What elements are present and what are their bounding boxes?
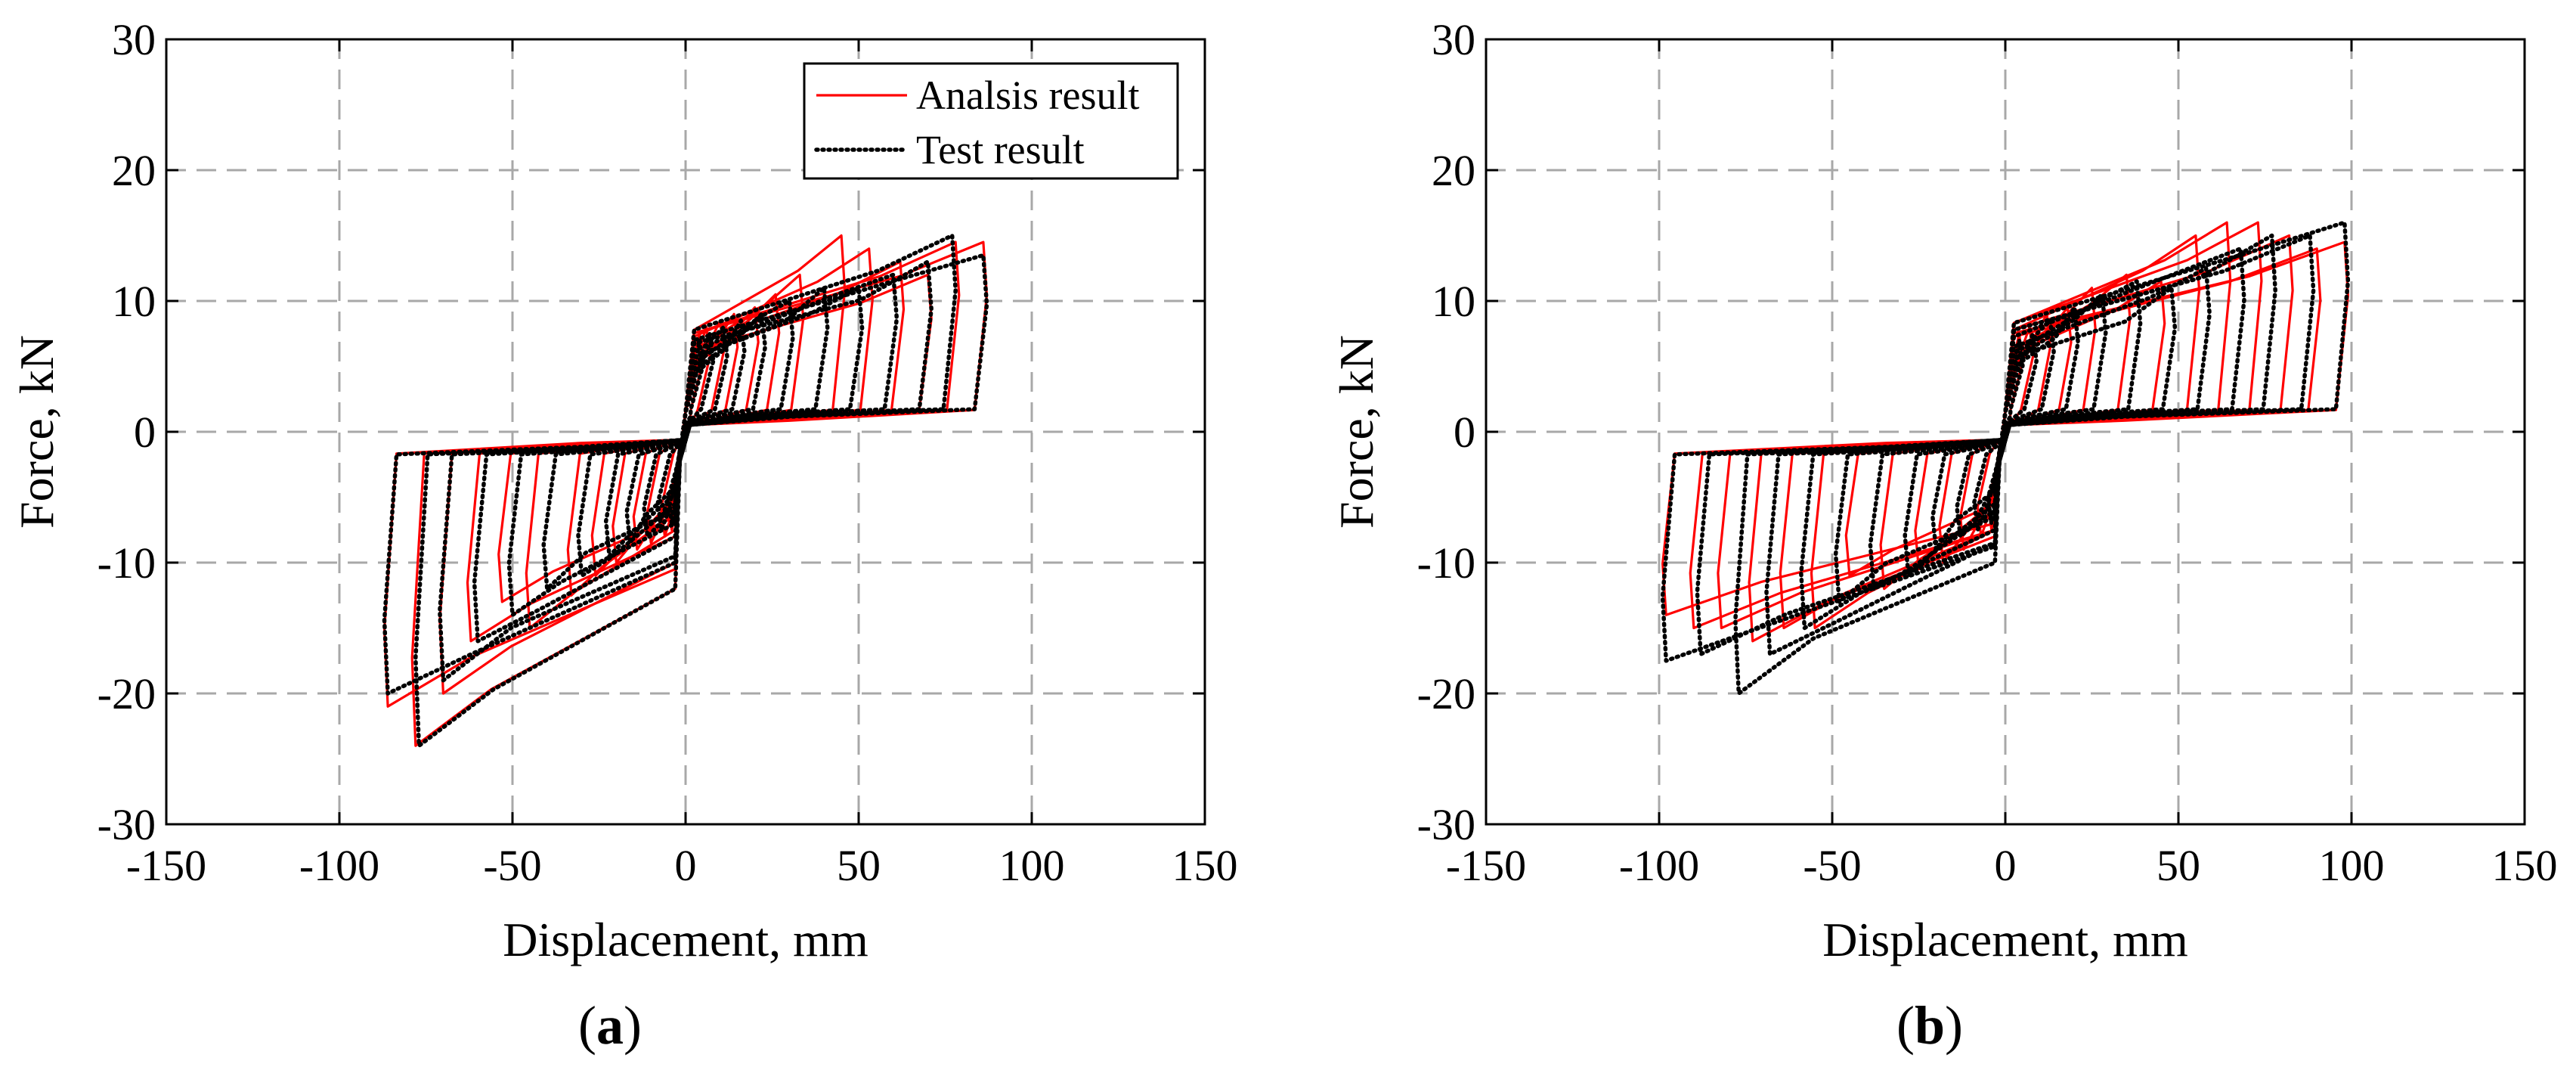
- chart-a-x-axis-title: Displacement, mm: [503, 913, 868, 966]
- x-tick-label: -100: [299, 841, 379, 890]
- y-tick-label: 20: [1432, 146, 1475, 195]
- chart-a-caption-letter: a: [596, 995, 624, 1056]
- x-tick-label: 0: [675, 841, 697, 890]
- y-tick-label: 30: [112, 15, 156, 64]
- chart-a-ticks: [165, 38, 1206, 826]
- x-tick-label: 0: [1995, 841, 2017, 890]
- legend-analysis-label: Analsis result: [916, 73, 1139, 118]
- y-tick-label: 20: [112, 146, 156, 195]
- chart-a-legend-box: [803, 62, 1179, 180]
- y-tick-label: -20: [98, 669, 156, 718]
- x-tick-label: -150: [1446, 841, 1526, 890]
- x-tick-label: 150: [2492, 841, 2558, 890]
- x-tick-label: -150: [126, 841, 206, 890]
- y-tick-label: 30: [1432, 15, 1475, 64]
- chart-b-y-axis-title: Force, kN: [1330, 335, 1383, 529]
- chart-b-caption-letter: b: [1915, 995, 1945, 1056]
- x-tick-label: 50: [2156, 841, 2200, 890]
- x-tick-label: -100: [1619, 841, 1699, 890]
- chart-b-test-series: [1660, 220, 2351, 696]
- chart-b-x-axis-title: Displacement, mm: [1822, 913, 2187, 966]
- legend-test-label: Test result: [916, 127, 1085, 172]
- y-tick-label: -30: [98, 800, 156, 849]
- y-tick-label: 10: [112, 277, 156, 326]
- chart-b-grid: [1486, 39, 2525, 824]
- chart-a-legend: Analsis result Test result: [803, 62, 1179, 180]
- test-result-loop: [382, 253, 989, 696]
- test-result-loop: [1660, 220, 2351, 663]
- y-tick-label: -30: [1417, 800, 1475, 849]
- chart-a-y-axis-title: Force, kN: [10, 335, 63, 529]
- y-tick-label: 10: [1432, 277, 1475, 326]
- chart-a-test-series: [382, 233, 989, 748]
- x-tick-label: 100: [2319, 841, 2385, 890]
- chart-b-ticks: [1485, 38, 2526, 826]
- y-tick-label: 0: [1454, 408, 1475, 457]
- x-tick-label: 150: [1172, 841, 1238, 890]
- x-tick-label: -50: [1803, 841, 1861, 890]
- x-tick-label: -50: [483, 841, 541, 890]
- x-tick-label: 100: [999, 841, 1065, 890]
- chart-b-caption: (b): [1896, 995, 1963, 1056]
- y-tick-label: -10: [1417, 538, 1475, 588]
- y-tick-label: -20: [1417, 669, 1475, 718]
- y-tick-label: 0: [134, 408, 156, 457]
- y-tick-label: -10: [98, 538, 156, 588]
- x-tick-label: 50: [837, 841, 881, 890]
- chart-a-caption: (a): [578, 995, 642, 1056]
